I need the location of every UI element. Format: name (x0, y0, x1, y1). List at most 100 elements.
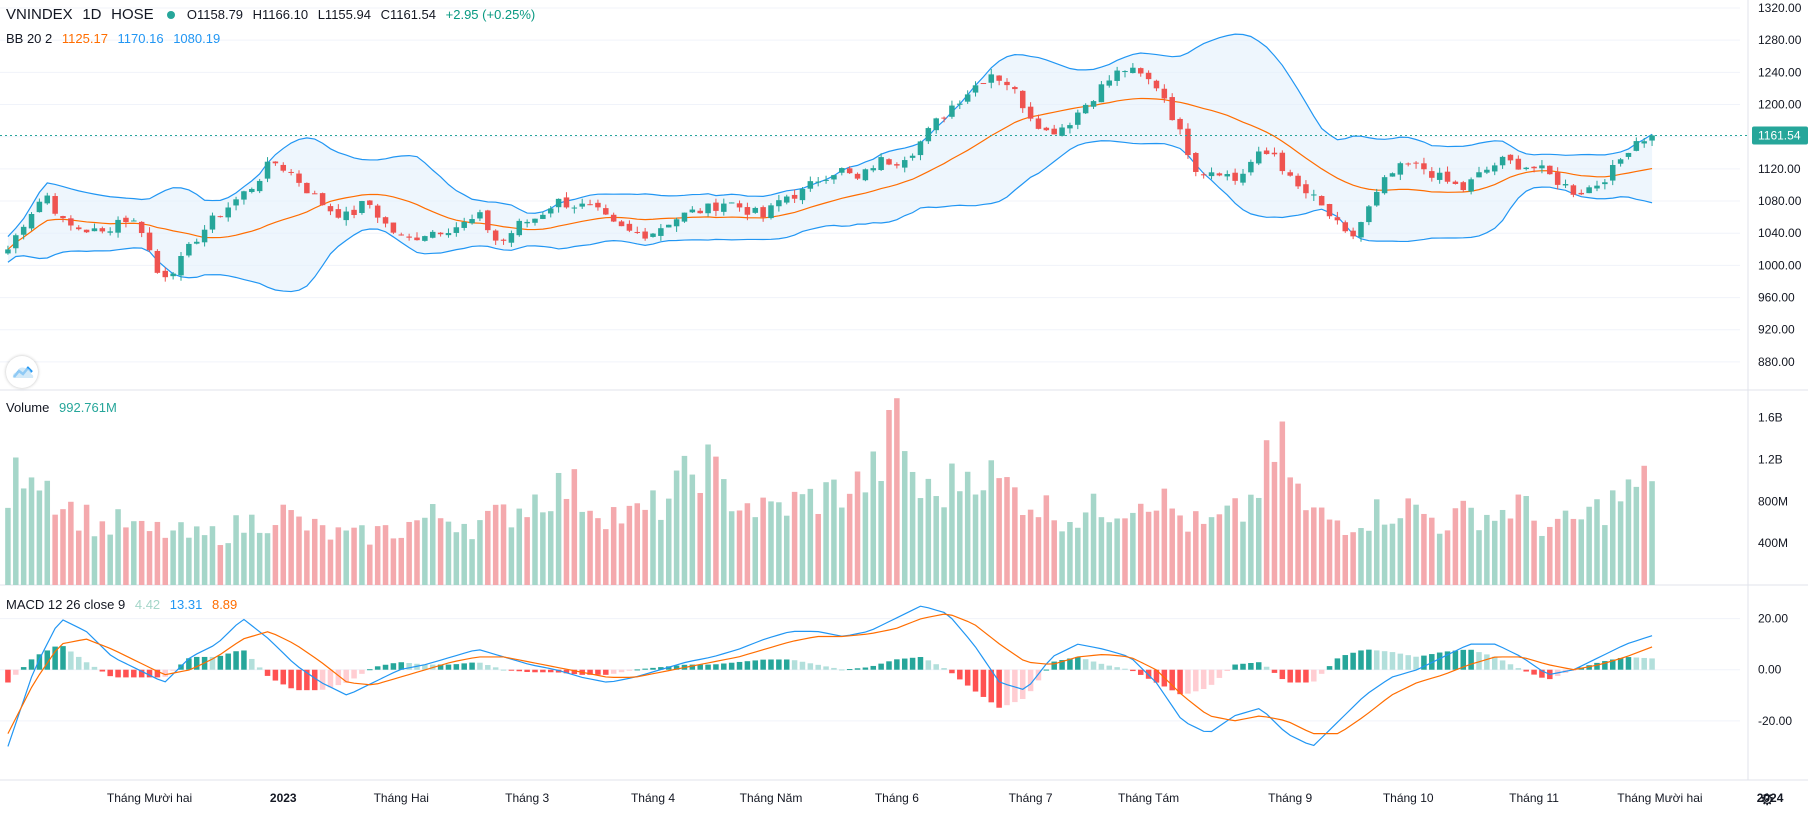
candle[interactable] (485, 210, 491, 231)
candle[interactable] (1609, 165, 1616, 181)
candle[interactable] (673, 219, 680, 227)
candle[interactable] (453, 227, 460, 233)
candle[interactable] (524, 221, 530, 224)
candle[interactable] (1366, 206, 1372, 223)
gear-icon[interactable]: ⚙ (1760, 792, 1775, 809)
candle[interactable] (933, 118, 939, 131)
candle[interactable] (154, 250, 161, 273)
tradingview-cloud-icon[interactable] (6, 356, 38, 388)
candle[interactable] (846, 168, 853, 174)
candle[interactable] (1452, 181, 1459, 184)
candle[interactable] (1468, 179, 1474, 192)
candle[interactable] (721, 203, 727, 212)
candle[interactable] (579, 203, 585, 207)
candle[interactable] (862, 169, 869, 181)
candle[interactable] (626, 223, 633, 231)
candle[interactable] (1193, 153, 1199, 172)
candle[interactable] (1578, 192, 1585, 195)
candle[interactable] (1098, 84, 1105, 103)
candle[interactable] (382, 217, 389, 224)
candle[interactable] (1436, 172, 1443, 180)
candle[interactable] (1177, 118, 1183, 130)
candle[interactable] (870, 168, 877, 171)
candle[interactable] (1224, 174, 1231, 177)
candle[interactable] (288, 171, 294, 173)
candle[interactable] (1004, 81, 1010, 86)
candle[interactable] (178, 256, 184, 276)
candle[interactable] (1586, 187, 1592, 194)
candle[interactable] (13, 235, 19, 249)
candle[interactable] (1507, 154, 1514, 161)
candle[interactable] (1562, 184, 1569, 186)
candle[interactable] (414, 237, 420, 241)
candle[interactable] (367, 200, 373, 205)
candle[interactable] (886, 159, 892, 165)
candle[interactable] (603, 208, 609, 215)
candle[interactable] (249, 188, 255, 193)
candle[interactable] (1531, 166, 1537, 169)
candle[interactable] (52, 196, 58, 214)
candle[interactable] (1539, 165, 1545, 169)
candle[interactable] (642, 231, 648, 239)
candle[interactable] (964, 94, 971, 102)
candle[interactable] (1232, 172, 1238, 181)
candle[interactable] (744, 207, 751, 215)
candle[interactable] (799, 189, 806, 201)
candle[interactable] (1051, 128, 1057, 135)
interval[interactable]: 1D (82, 6, 102, 23)
candle[interactable] (689, 209, 696, 213)
candle[interactable] (516, 220, 523, 236)
candle[interactable] (1255, 151, 1262, 164)
candle[interactable] (335, 209, 342, 218)
candle[interactable] (1287, 172, 1293, 176)
candle[interactable] (36, 201, 43, 213)
candle[interactable] (193, 241, 200, 244)
candle[interactable] (1200, 174, 1207, 176)
candle[interactable] (280, 164, 287, 171)
candle[interactable] (217, 216, 224, 218)
candle[interactable] (949, 105, 955, 117)
candle[interactable] (390, 222, 397, 233)
candle[interactable] (1554, 172, 1561, 185)
candle[interactable] (461, 221, 467, 228)
candle[interactable] (894, 164, 900, 166)
candle[interactable] (500, 239, 507, 241)
candle[interactable] (359, 201, 365, 213)
candle[interactable] (1649, 135, 1655, 141)
candle[interactable] (713, 202, 719, 211)
candle[interactable] (28, 214, 35, 229)
candle[interactable] (398, 234, 405, 236)
candle[interactable] (1153, 80, 1160, 89)
candle[interactable] (1318, 196, 1325, 206)
candle[interactable] (815, 181, 821, 183)
candle[interactable] (1106, 80, 1113, 86)
candle[interactable] (901, 160, 908, 168)
candle[interactable] (146, 232, 153, 251)
candle[interactable] (351, 209, 357, 215)
candle[interactable] (1279, 152, 1286, 172)
candle[interactable] (658, 228, 664, 236)
candle[interactable] (705, 203, 711, 214)
candle[interactable] (1617, 159, 1624, 164)
candle[interactable] (587, 204, 593, 206)
candle[interactable] (1547, 165, 1553, 175)
candle[interactable] (996, 75, 1002, 81)
candle[interactable] (469, 219, 475, 224)
candle[interactable] (272, 161, 279, 164)
candle[interactable] (1373, 191, 1380, 206)
candle[interactable] (327, 206, 334, 212)
candle[interactable] (1476, 172, 1482, 178)
candle[interactable] (319, 193, 326, 206)
candle[interactable] (634, 231, 641, 233)
candle[interactable] (1397, 163, 1404, 175)
volume-legend[interactable]: Volume 992.761M (6, 400, 123, 415)
candle[interactable] (1090, 101, 1097, 107)
candle[interactable] (1043, 127, 1050, 131)
candle[interactable] (91, 228, 98, 232)
candle[interactable] (429, 231, 436, 238)
candle[interactable] (44, 195, 51, 204)
candle[interactable] (665, 224, 672, 228)
candle[interactable] (1499, 156, 1506, 166)
candle[interactable] (1491, 165, 1498, 172)
candle[interactable] (1350, 230, 1356, 237)
